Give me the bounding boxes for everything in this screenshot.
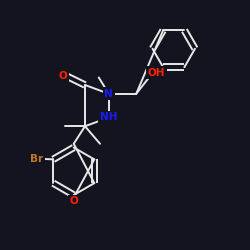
Text: O: O	[70, 196, 78, 206]
Text: O: O	[59, 71, 68, 81]
Text: N: N	[104, 89, 113, 99]
Text: OH: OH	[148, 68, 165, 78]
Text: Br: Br	[30, 154, 44, 164]
Text: NH: NH	[100, 112, 117, 122]
